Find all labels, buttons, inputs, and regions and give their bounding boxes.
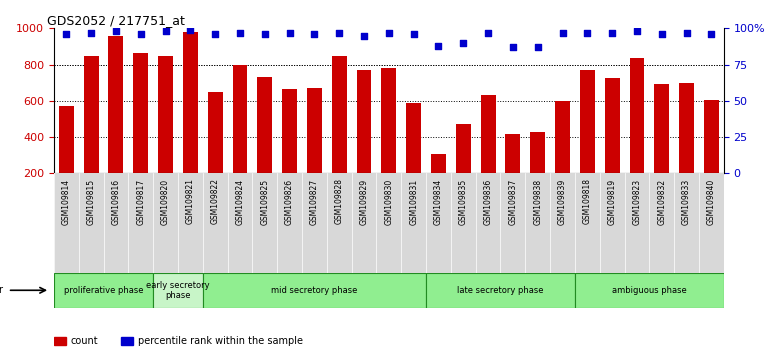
Point bbox=[135, 31, 147, 37]
Bar bbox=[505, 133, 521, 173]
Bar bbox=[426, 273, 575, 308]
Text: ambiguous phase: ambiguous phase bbox=[612, 286, 687, 295]
Text: mid secretory phase: mid secretory phase bbox=[271, 286, 357, 295]
Text: GSM109824: GSM109824 bbox=[236, 178, 245, 224]
Point bbox=[358, 33, 370, 39]
Point bbox=[432, 43, 444, 48]
Bar bbox=[555, 101, 570, 173]
Bar bbox=[257, 77, 273, 173]
Text: GSM109828: GSM109828 bbox=[335, 178, 343, 224]
Text: GSM109831: GSM109831 bbox=[409, 178, 418, 224]
Bar bbox=[121, 337, 133, 346]
Point bbox=[85, 30, 97, 35]
Point bbox=[631, 28, 643, 34]
Bar bbox=[604, 78, 620, 173]
Text: other: other bbox=[0, 285, 4, 295]
Text: GSM109834: GSM109834 bbox=[434, 178, 443, 225]
Point bbox=[60, 31, 72, 37]
Text: proliferative phase: proliferative phase bbox=[64, 286, 143, 295]
Text: GSM109833: GSM109833 bbox=[682, 178, 691, 225]
Text: GSM109821: GSM109821 bbox=[186, 178, 195, 224]
Bar bbox=[59, 106, 74, 173]
Point bbox=[159, 28, 172, 34]
Text: GSM109836: GSM109836 bbox=[484, 178, 493, 225]
Bar bbox=[158, 56, 173, 173]
Text: GSM109830: GSM109830 bbox=[384, 178, 393, 225]
Text: percentile rank within the sample: percentile rank within the sample bbox=[138, 336, 303, 346]
Point bbox=[283, 30, 296, 35]
Bar bbox=[332, 56, 346, 173]
Text: count: count bbox=[71, 336, 99, 346]
Point bbox=[457, 40, 470, 46]
Bar bbox=[654, 84, 669, 173]
Text: GSM109822: GSM109822 bbox=[211, 178, 219, 224]
Bar bbox=[282, 89, 297, 173]
Text: GSM109832: GSM109832 bbox=[658, 178, 666, 224]
Text: GSM109819: GSM109819 bbox=[608, 178, 617, 224]
Text: GSM109823: GSM109823 bbox=[632, 178, 641, 224]
Point bbox=[531, 44, 544, 50]
Point bbox=[557, 30, 569, 35]
Bar bbox=[208, 92, 223, 173]
Bar bbox=[480, 96, 496, 173]
Point bbox=[333, 30, 346, 35]
Text: GSM109818: GSM109818 bbox=[583, 178, 592, 224]
Bar bbox=[531, 132, 545, 173]
Text: GSM109814: GSM109814 bbox=[62, 178, 71, 224]
Bar bbox=[54, 337, 66, 346]
Text: late secretory phase: late secretory phase bbox=[457, 286, 544, 295]
Point bbox=[705, 31, 718, 37]
Text: GSM109835: GSM109835 bbox=[459, 178, 468, 225]
Text: GSM109815: GSM109815 bbox=[86, 178, 95, 224]
Point bbox=[383, 30, 395, 35]
Text: GSM109829: GSM109829 bbox=[360, 178, 369, 224]
Bar bbox=[456, 124, 470, 173]
Bar bbox=[109, 36, 123, 173]
Bar bbox=[431, 154, 446, 173]
Bar bbox=[381, 68, 397, 173]
Bar bbox=[307, 88, 322, 173]
Point bbox=[606, 30, 618, 35]
Point bbox=[681, 30, 693, 35]
Point bbox=[655, 31, 668, 37]
Bar bbox=[183, 32, 198, 173]
Bar bbox=[54, 273, 153, 308]
Bar bbox=[357, 70, 371, 173]
Bar bbox=[580, 70, 594, 173]
Bar bbox=[704, 100, 719, 173]
Text: GSM109837: GSM109837 bbox=[508, 178, 517, 225]
Text: early secretory
phase: early secretory phase bbox=[146, 281, 209, 300]
Bar bbox=[133, 53, 148, 173]
Point bbox=[110, 28, 122, 34]
Text: GSM109840: GSM109840 bbox=[707, 178, 716, 225]
Text: GSM109827: GSM109827 bbox=[310, 178, 319, 224]
Bar bbox=[630, 58, 644, 173]
Text: GSM109839: GSM109839 bbox=[558, 178, 567, 225]
Text: GSM109825: GSM109825 bbox=[260, 178, 269, 224]
Point bbox=[407, 31, 420, 37]
Text: GSM109820: GSM109820 bbox=[161, 178, 170, 224]
Point bbox=[259, 31, 271, 37]
Point bbox=[581, 30, 594, 35]
Bar bbox=[679, 83, 694, 173]
Bar bbox=[153, 273, 203, 308]
Text: GSM109816: GSM109816 bbox=[112, 178, 120, 224]
Point bbox=[507, 44, 519, 50]
Point bbox=[482, 30, 494, 35]
Point bbox=[308, 31, 320, 37]
Text: GDS2052 / 217751_at: GDS2052 / 217751_at bbox=[47, 14, 185, 27]
Text: GSM109817: GSM109817 bbox=[136, 178, 146, 224]
Bar bbox=[407, 103, 421, 173]
Point bbox=[184, 27, 196, 33]
Text: GSM109826: GSM109826 bbox=[285, 178, 294, 224]
Bar bbox=[84, 56, 99, 173]
Bar bbox=[233, 65, 247, 173]
Point bbox=[234, 30, 246, 35]
Point bbox=[209, 31, 221, 37]
Text: GSM109838: GSM109838 bbox=[533, 178, 542, 224]
Bar bbox=[203, 273, 426, 308]
Bar bbox=[575, 273, 724, 308]
